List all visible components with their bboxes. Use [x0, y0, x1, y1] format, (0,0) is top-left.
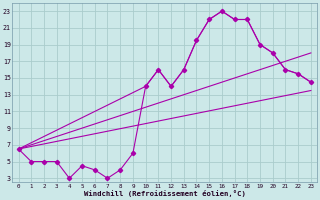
X-axis label: Windchill (Refroidissement éolien,°C): Windchill (Refroidissement éolien,°C): [84, 190, 246, 197]
